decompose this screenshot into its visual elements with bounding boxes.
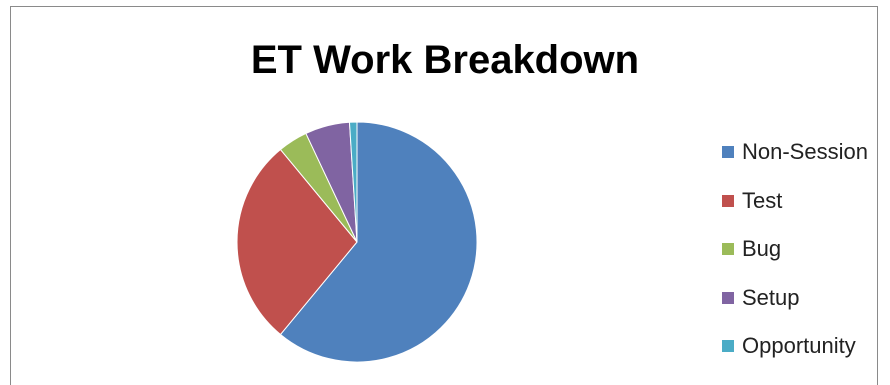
legend-item-bug: Bug bbox=[722, 225, 868, 274]
legend-swatch bbox=[722, 291, 734, 304]
legend-item-test: Test bbox=[722, 177, 868, 226]
legend-swatch bbox=[722, 243, 734, 256]
pie-slice-non-session bbox=[279, 121, 478, 363]
legend-item-opportunity: Opportunity bbox=[722, 322, 868, 371]
legend-swatch bbox=[722, 194, 734, 207]
legend-label: Opportunity bbox=[742, 333, 856, 359]
legend-label: Non-Session bbox=[742, 139, 868, 165]
legend-label: Test bbox=[742, 187, 783, 213]
pie-slice-opportunity bbox=[348, 121, 358, 243]
chart-title: ET Work Breakdown bbox=[250, 38, 640, 82]
legend-label: Bug bbox=[742, 236, 782, 262]
legend-item-setup: Setup bbox=[722, 274, 868, 323]
legend-item-non-session: Non-Session bbox=[722, 128, 868, 177]
legend-label: Setup bbox=[742, 284, 800, 310]
pie-slice-test bbox=[236, 148, 358, 336]
legend-swatch bbox=[722, 146, 734, 159]
legend-swatch bbox=[722, 340, 734, 353]
legend: Non-Session Test Bug Setup Opportunity bbox=[722, 128, 868, 371]
